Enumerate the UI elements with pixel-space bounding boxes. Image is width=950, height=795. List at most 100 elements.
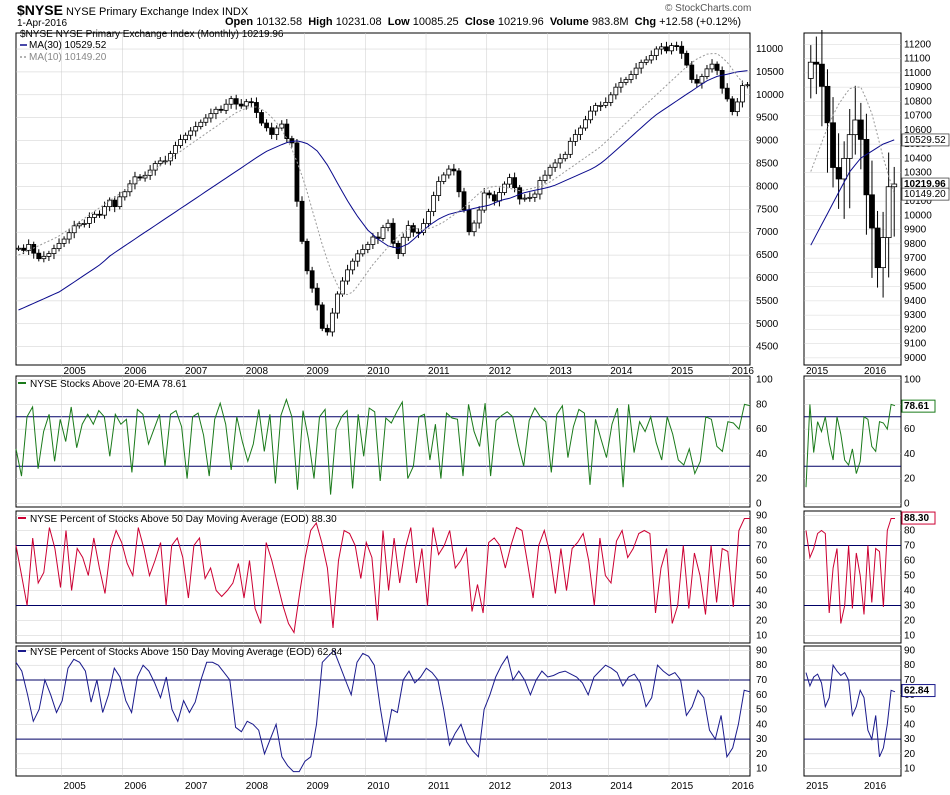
side-panel-frame-1 bbox=[803, 375, 902, 508]
x-tick-label: 2011 bbox=[428, 366, 450, 377]
y-tick-label: 7000 bbox=[756, 227, 779, 238]
candle-body bbox=[76, 223, 82, 227]
candle-body bbox=[238, 103, 244, 107]
candle-body bbox=[734, 101, 740, 113]
candle-body bbox=[572, 134, 578, 142]
y-tick-label: 4500 bbox=[756, 342, 779, 353]
candle-body bbox=[167, 153, 173, 162]
side-y-tick-label: 9500 bbox=[904, 282, 927, 293]
side-x-tick-label: 2016 bbox=[864, 366, 887, 377]
chart-header: $NYSE NYSE Primary Exchange Index INDX bbox=[17, 2, 248, 18]
candle-body bbox=[441, 174, 447, 182]
x-tick-label: 2008 bbox=[246, 366, 269, 377]
candle-body bbox=[578, 127, 583, 135]
candle-body bbox=[491, 194, 497, 202]
candle-body bbox=[264, 122, 269, 129]
candle-body bbox=[426, 211, 431, 224]
candle-body bbox=[319, 304, 325, 329]
side-candle-body bbox=[863, 138, 870, 196]
candle-body bbox=[547, 166, 553, 176]
side-y-tick-label: 20 bbox=[904, 749, 916, 760]
side-y-tick-label: 20 bbox=[904, 616, 916, 627]
chart-date: 1-Apr-2016 bbox=[17, 18, 68, 29]
candle-body bbox=[664, 46, 669, 52]
x-tick-label: 2011 bbox=[428, 781, 450, 792]
side-y-tick-label: 10100 bbox=[904, 196, 932, 207]
candle-body bbox=[31, 244, 37, 254]
indicator-line-1 bbox=[15, 397, 751, 495]
price-panel-title: $NYSE NYSE Primary Exchange Index (Month… bbox=[20, 29, 284, 40]
side-candle-body bbox=[852, 119, 859, 136]
y-tick-label: 9000 bbox=[756, 136, 779, 147]
x-tick-label: 2010 bbox=[367, 781, 390, 792]
x-tick-label: 2013 bbox=[550, 366, 573, 377]
candle-body bbox=[162, 160, 168, 163]
candle-body bbox=[81, 223, 87, 225]
candle-body bbox=[279, 123, 285, 129]
candle-body bbox=[208, 113, 214, 119]
candle-body bbox=[497, 192, 502, 202]
y-tick-label: 80 bbox=[756, 399, 768, 410]
ma10-value-tag-box bbox=[901, 187, 950, 201]
candle-body bbox=[112, 199, 118, 208]
ma30-line bbox=[18, 70, 748, 311]
candle-body bbox=[603, 102, 609, 106]
ind2-title: NYSE Percent of Stocks Above 50 Day Movi… bbox=[30, 514, 337, 525]
candle-body bbox=[142, 174, 148, 179]
side-y-tick-label: 9900 bbox=[904, 225, 927, 236]
candle-body bbox=[643, 59, 649, 63]
candle-body bbox=[714, 63, 720, 71]
candle-body bbox=[203, 117, 209, 123]
y-tick-label: 60 bbox=[756, 690, 768, 701]
side-y-tick-label: 11200 bbox=[904, 39, 932, 50]
candle-body bbox=[522, 197, 528, 200]
candle-body bbox=[329, 312, 335, 333]
candle-body bbox=[486, 192, 492, 196]
side-ma10-line bbox=[810, 86, 895, 195]
candle-body bbox=[653, 48, 659, 56]
indicator-line-3 bbox=[15, 649, 751, 773]
y-tick-label: 70 bbox=[756, 675, 768, 686]
candle-body bbox=[481, 192, 487, 211]
candle-body bbox=[117, 196, 123, 208]
value-tag-box-2 bbox=[901, 511, 936, 525]
candle-body bbox=[46, 253, 52, 257]
y-tick-label: 11000 bbox=[756, 44, 784, 55]
ma30-value-tag: 10529.52 bbox=[904, 135, 946, 146]
candle-body bbox=[152, 163, 158, 171]
candle-body bbox=[243, 101, 249, 107]
side-y-tick-label: 10900 bbox=[904, 82, 932, 93]
candle-body bbox=[562, 153, 568, 160]
side-y-tick-label: 9100 bbox=[904, 339, 927, 350]
candle-body bbox=[309, 270, 315, 289]
side-y-tick-label: 9800 bbox=[904, 239, 927, 250]
x-tick-label: 2005 bbox=[64, 366, 87, 377]
x-tick-label: 2013 bbox=[550, 781, 573, 792]
side-y-tick-label: 60 bbox=[904, 424, 916, 435]
side-indicator-line-1 bbox=[805, 403, 896, 488]
candle-body bbox=[532, 193, 538, 198]
volume-label: Volume bbox=[549, 16, 589, 28]
candle-body bbox=[193, 126, 199, 132]
candle-body bbox=[324, 327, 330, 333]
price-title-prefix: $NYSE bbox=[20, 29, 53, 40]
side-y-tick-label: 10600 bbox=[904, 125, 932, 136]
candle-body bbox=[61, 238, 67, 244]
y-tick-label: 30 bbox=[756, 734, 768, 745]
side-candle-body bbox=[830, 122, 836, 168]
x-tick-label: 2006 bbox=[124, 366, 147, 377]
x-tick-label: 2005 bbox=[64, 781, 87, 792]
side-candle-body bbox=[880, 237, 886, 269]
candle-body bbox=[461, 191, 467, 211]
candle-body bbox=[289, 138, 295, 144]
candle-body bbox=[724, 87, 730, 100]
candle-body bbox=[157, 160, 163, 164]
side-y-tick-label: 20 bbox=[904, 474, 916, 485]
candle-body bbox=[183, 134, 188, 140]
candle-body bbox=[355, 253, 361, 262]
side-indicator-line-2 bbox=[805, 518, 895, 624]
candle-body bbox=[502, 183, 507, 193]
side-candle-body bbox=[874, 227, 881, 269]
y-tick-label: 8000 bbox=[756, 181, 779, 192]
candle-body bbox=[659, 46, 664, 50]
